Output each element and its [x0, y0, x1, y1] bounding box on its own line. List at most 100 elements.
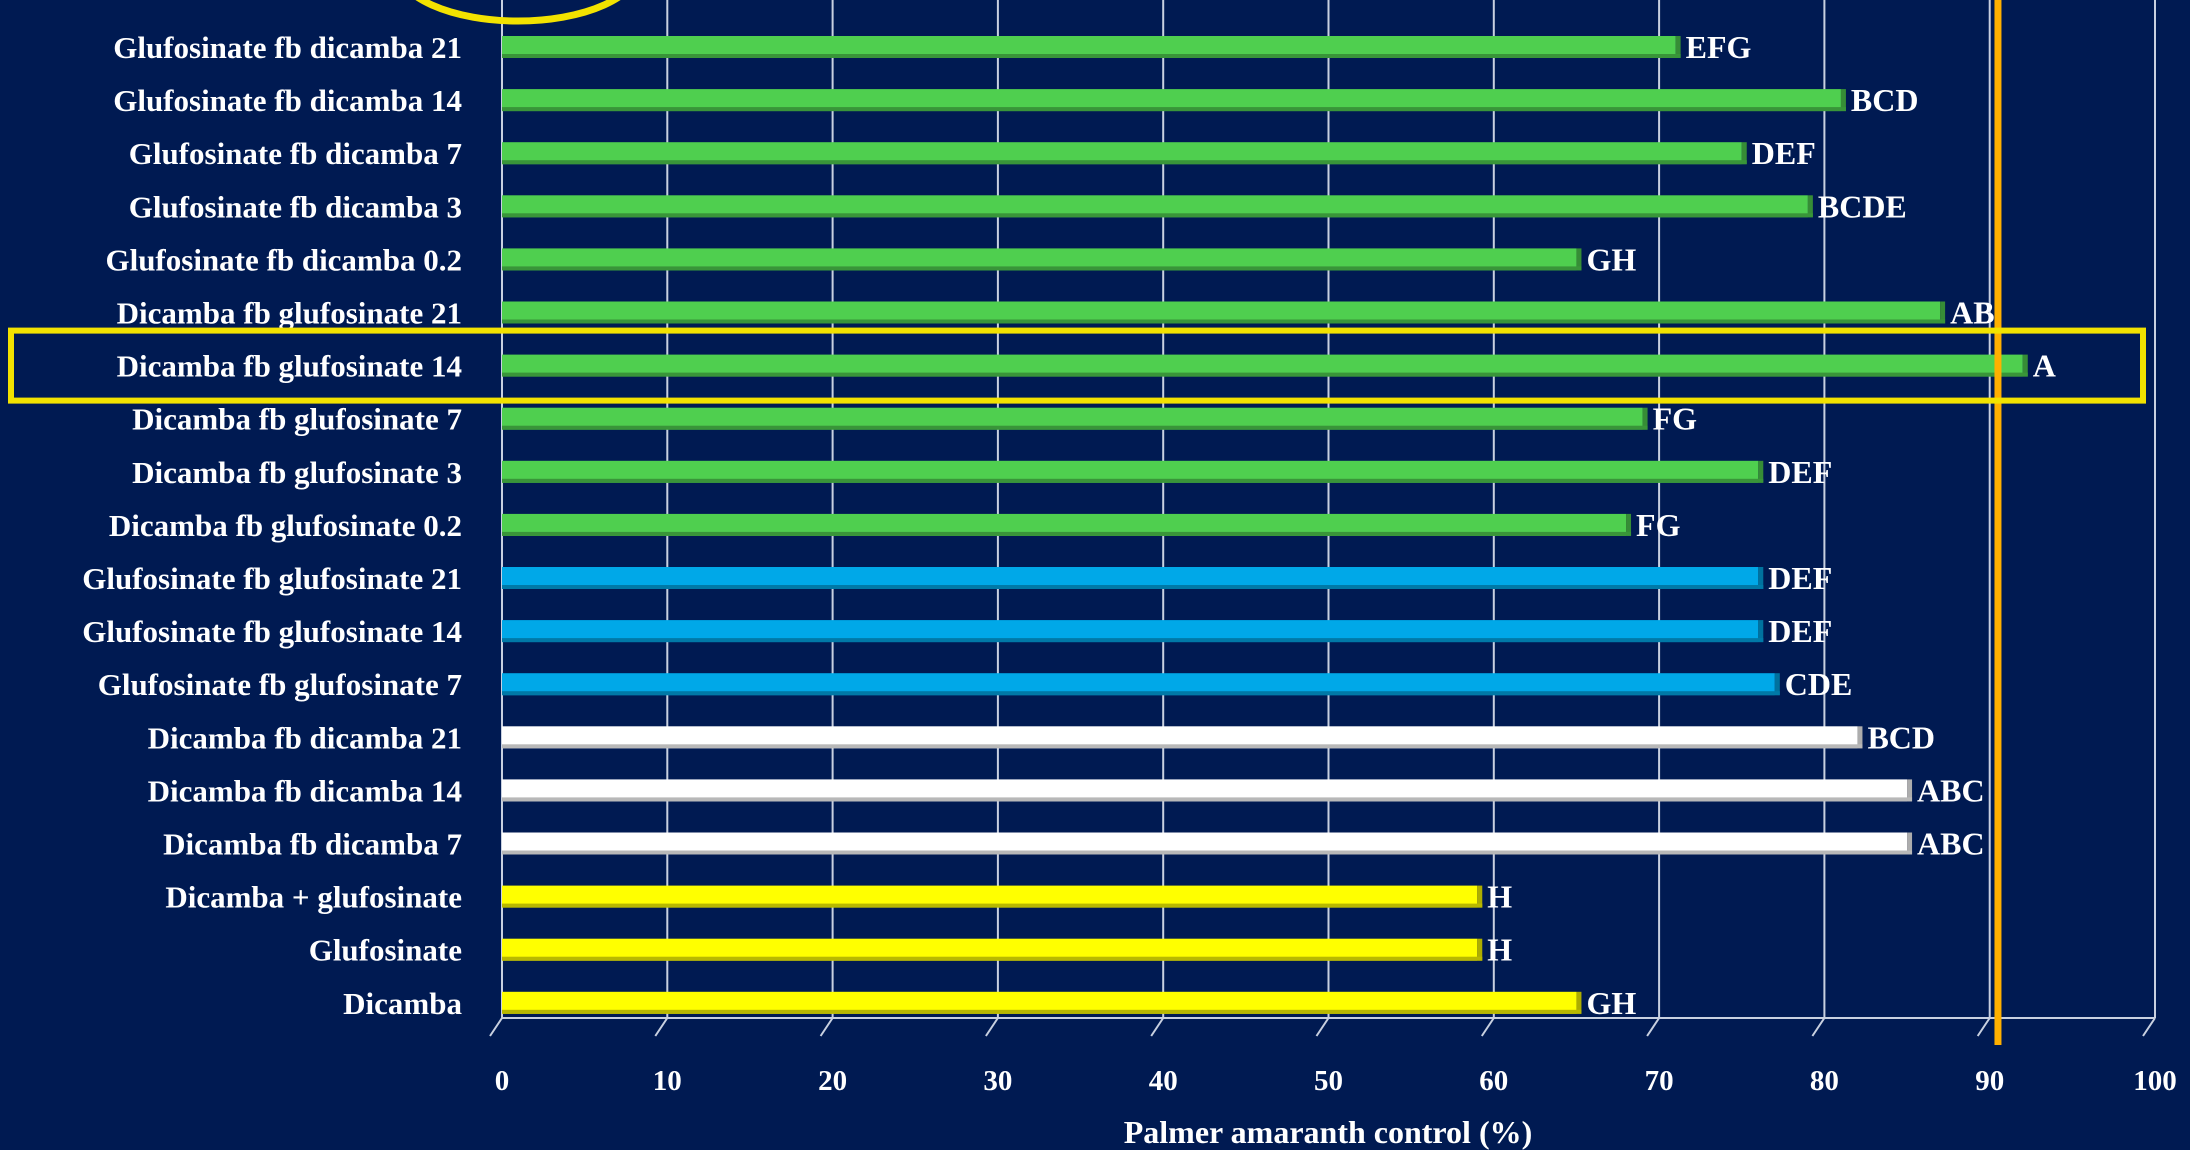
category-label: Dicamba fb glufosinate 7: [132, 402, 462, 437]
x-tick-label: 30: [983, 1065, 1012, 1097]
category-label: Dicamba: [343, 986, 462, 1021]
data-label: DEF: [1752, 135, 1816, 171]
category-label: Dicamba fb glufosinate 14: [117, 349, 462, 384]
bar-bottom-shade: [502, 478, 1764, 483]
bar: [502, 567, 1759, 589]
overlays: [8, 0, 2146, 1045]
category-label: Glufosinate fb dicamba 21: [113, 30, 462, 65]
bar: [502, 89, 1841, 112]
bar-end-shade: [1907, 779, 1913, 802]
bar-end-shade: [1576, 991, 1582, 1014]
category-label: Glufosinate fb glufosinate 21: [82, 561, 462, 596]
category-label: Dicamba fb glufosinate 3: [132, 455, 462, 490]
data-label: GH: [1586, 241, 1636, 277]
gridline-foot: [1315, 1017, 1330, 1037]
x-tick-label: 10: [653, 1065, 682, 1097]
bar-end-shade: [1758, 567, 1764, 589]
x-tick-label: 50: [1314, 1065, 1343, 1097]
data-labels: EFGBCDDEFBCDEGHABAFGDEFFGDEFDEFCDEBCDABC…: [1487, 29, 2056, 1021]
data-label: DEF: [1768, 454, 1832, 490]
bar-bottom-shade: [502, 531, 1632, 536]
category-labels: Glufosinate fb dicamba 21 Glufosinate fb …: [82, 30, 462, 1021]
bar-bottom-shade: [502, 107, 1846, 112]
gridline-foot: [2142, 1017, 2156, 1037]
category-label: Dicamba + glufosinate: [165, 880, 462, 915]
x-tick-label: 100: [2133, 1065, 2177, 1097]
category-label: Glufosinate fb dicamba 0.2: [105, 242, 462, 277]
bar: [502, 885, 1478, 908]
category-label: Dicamba fb dicamba 21: [148, 720, 462, 755]
gridline-foot: [1976, 1017, 1991, 1037]
category-label: Glufosinate fb dicamba 14: [113, 83, 462, 118]
x-tick-label: 20: [818, 1065, 847, 1097]
bar: [502, 620, 1759, 643]
bar-end-shade: [1626, 513, 1632, 536]
data-label: CDE: [1785, 666, 1853, 702]
bar: [502, 36, 1676, 58]
gridline-foot: [1150, 1017, 1165, 1037]
data-label: H: [1487, 932, 1512, 968]
bar: [502, 460, 1759, 483]
bar-end-shade: [1807, 195, 1813, 218]
category-label: Glufosinate fb glufosinate 14: [82, 614, 462, 649]
data-label: DEF: [1768, 560, 1832, 596]
highlight-box: [8, 327, 2146, 404]
gridline-foot: [654, 1017, 669, 1037]
category-label: Glufosinate fb glufosinate 7: [98, 667, 462, 702]
bar: [502, 407, 1643, 430]
data-label: BCD: [1867, 719, 1935, 755]
x-tick-label: 0: [495, 1065, 510, 1097]
bar-bottom-shade: [502, 585, 1764, 589]
data-label: GH: [1586, 985, 1636, 1021]
bar-end-shade: [1758, 460, 1764, 483]
data-label: A: [2033, 348, 2056, 384]
bar: [502, 142, 1742, 165]
category-label: Dicamba fb dicamba 14: [148, 773, 462, 808]
category-label: Dicamba fb glufosinate 21: [117, 296, 462, 331]
data-label: DEF: [1768, 613, 1832, 649]
data-label: AB: [1950, 295, 1994, 331]
data-label: BCD: [1851, 82, 1919, 118]
bar: [502, 779, 1908, 802]
bar-bottom-shade: [502, 266, 1582, 271]
gridline-foot: [1646, 1017, 1660, 1037]
bar-bottom-shade: [502, 160, 1747, 165]
x-tick-label: 70: [1645, 1065, 1674, 1097]
data-label: BCDE: [1818, 188, 1907, 224]
gridline-foot: [1811, 1017, 1826, 1037]
x-axis-title: Palmer amaranth control (%): [1124, 1114, 1533, 1150]
bar-bottom-shade: [502, 425, 1648, 430]
bar-end-shade: [1857, 726, 1863, 749]
category-label: Glufosinate fb dicamba 7: [129, 136, 462, 171]
bar-end-shade: [2022, 354, 2028, 377]
callout-ellipse: [415, 0, 621, 25]
gridline-foot: [985, 1017, 999, 1037]
bar-bottom-shade: [502, 850, 1913, 855]
bar-bottom-shade: [502, 956, 1483, 961]
bar-bottom-shade: [502, 903, 1483, 908]
bar-bottom-shade: [502, 54, 1681, 58]
bar: [502, 354, 2023, 377]
bar-end-shade: [1907, 832, 1913, 855]
data-label: EFG: [1686, 29, 1752, 65]
bar-end-shade: [1758, 620, 1764, 643]
bar-end-shade: [1642, 407, 1648, 430]
data-label: FG: [1636, 507, 1681, 543]
data-label: ABC: [1917, 826, 1985, 862]
category-label: Dicamba fb glufosinate 0.2: [109, 508, 462, 543]
category-label: Glufosinate: [309, 933, 462, 968]
data-label: ABC: [1917, 772, 1985, 808]
bar-end-shade: [1576, 248, 1582, 271]
bar: [502, 938, 1478, 961]
bar-bottom-shade: [502, 744, 1863, 749]
bar: [502, 513, 1627, 536]
bar-bottom-shade: [502, 372, 2028, 377]
bar-end-shade: [1477, 885, 1483, 908]
x-tick-label: 80: [1810, 1065, 1839, 1097]
bar-end-shade: [1774, 673, 1780, 696]
category-label: Glufosinate fb dicamba 3: [129, 189, 462, 224]
bars: [502, 36, 2028, 1014]
gridline-foot: [489, 1017, 503, 1037]
bar-bottom-shade: [502, 797, 1913, 802]
